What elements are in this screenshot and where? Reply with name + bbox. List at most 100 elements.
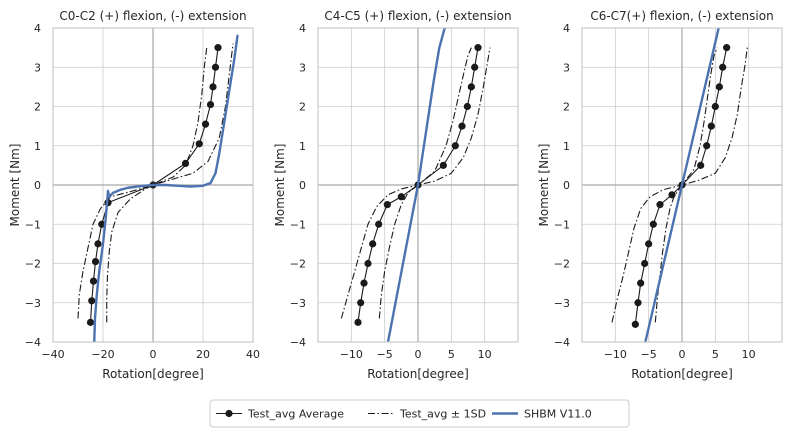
x-tick-label: 5 [448, 348, 455, 361]
legend-label: Test_avg ± 1SD [399, 408, 486, 421]
test-average-point [195, 140, 203, 148]
legend-item: Test_avg ± 1SD [368, 408, 486, 421]
plot-frame [581, 27, 783, 343]
y-axis-label: Moment [Nm] [8, 144, 22, 227]
y-tick-label: −1 [290, 218, 306, 231]
test-average-point [357, 299, 365, 307]
test-average-point [467, 83, 475, 91]
test-average-point [707, 122, 715, 130]
x-axis-label: Rotation[degree] [631, 367, 733, 381]
x-tick-label: 20 [196, 348, 210, 361]
test-sd-line [77, 47, 208, 319]
y-tick-label: 4 [34, 22, 41, 35]
legend-box [209, 399, 630, 428]
legend-label: SHBM V11.0 [524, 408, 592, 421]
legend-item: Test_avg Average [216, 408, 344, 421]
y-tick-label: −3 [290, 297, 306, 310]
y-axis-label: Moment [Nm] [537, 144, 551, 227]
test-average-point [645, 240, 653, 248]
y-tick-label: 2 [563, 101, 570, 114]
panel-title: C0-C2 (+) flexion, (-) extension [59, 9, 246, 23]
test-average-point [206, 100, 215, 109]
test-average-point [375, 220, 383, 228]
x-tick-label: 0 [150, 348, 157, 361]
legend-marker-handle [225, 409, 233, 418]
y-tick-label: 3 [34, 61, 41, 74]
series-group [611, 28, 748, 342]
test-average-point [668, 191, 676, 199]
test-average-point [211, 63, 220, 71]
test-average-point [91, 257, 100, 266]
y-tick-label: −4 [554, 336, 570, 349]
y-tick-label: 3 [563, 61, 570, 74]
test-average-point [201, 120, 210, 128]
legend-item: SHBM V11.0 [492, 408, 592, 421]
test-average-point [715, 83, 723, 91]
x-tick-label: 0 [415, 348, 422, 361]
y-tick-label: 1 [563, 140, 570, 153]
test-average-point [649, 220, 657, 228]
legend: Test_avg Average Test_avg ± 1SD SHBM V11.0 [209, 399, 630, 428]
test-average-point [637, 279, 645, 287]
test-average-point [723, 44, 731, 52]
y-tick-label: −1 [554, 218, 570, 231]
test-average-point [364, 259, 372, 268]
test-average-point [719, 63, 727, 71]
y-tick-label: 0 [563, 179, 570, 192]
plot-frame [317, 27, 519, 343]
test-sd-line [340, 47, 472, 319]
test-average-point [94, 240, 102, 248]
series-group [340, 28, 491, 342]
test-average-point [474, 44, 482, 52]
y-tick-label: −1 [25, 218, 41, 231]
test-average-point [354, 318, 362, 326]
y-tick-label: 4 [563, 22, 570, 35]
legend-label: Test_avg Average [247, 408, 344, 421]
test-average-line [634, 47, 728, 325]
y-tick-label: 1 [34, 140, 41, 153]
y-tick-label: 1 [299, 140, 306, 153]
test-average-point [88, 297, 96, 305]
x-tick-label: 0 [679, 348, 686, 361]
test-average-point [209, 83, 217, 91]
y-tick-label: −3 [25, 297, 41, 310]
y-tick-label: −3 [554, 297, 570, 310]
test-average-point [86, 318, 95, 326]
x-tick-label: 5 [712, 348, 719, 361]
x-tick-label: −10 [604, 348, 627, 361]
x-tick-label: −5 [377, 348, 393, 361]
test-average-point [711, 102, 719, 111]
test-average-point [181, 159, 190, 168]
test-average-point [641, 259, 649, 268]
test-average-point [214, 44, 222, 52]
y-tick-label: 0 [299, 179, 306, 192]
test-average-point [631, 320, 639, 328]
test-sd-line [106, 43, 234, 323]
test-average-point [634, 299, 642, 307]
y-tick-label: 0 [34, 179, 41, 192]
test-average-point [471, 63, 479, 71]
shbm-line [93, 34, 239, 342]
test-average-point [697, 161, 705, 169]
x-tick-label: −20 [91, 348, 114, 361]
y-tick-label: −4 [25, 336, 41, 349]
test-average-point [703, 142, 711, 150]
y-tick-label: 3 [299, 61, 306, 74]
test-sd-line [378, 47, 491, 319]
x-axis-label: Rotation[degree] [367, 367, 469, 381]
x-tick-label: 10 [742, 348, 756, 361]
test-average-point [89, 277, 98, 285]
x-tick-label: −40 [41, 348, 64, 361]
x-tick-label: 40 [246, 348, 260, 361]
panel-title: C4-C5 (+) flexion, (-) extension [324, 9, 511, 23]
y-axis-label: Moment [Nm] [273, 144, 287, 227]
x-tick-label: 10 [478, 348, 492, 361]
y-tick-label: −2 [554, 258, 570, 271]
test-sd-line [654, 47, 748, 323]
test-average-point [439, 161, 447, 169]
x-tick-label: −10 [340, 348, 363, 361]
shbm-line [386, 28, 446, 342]
